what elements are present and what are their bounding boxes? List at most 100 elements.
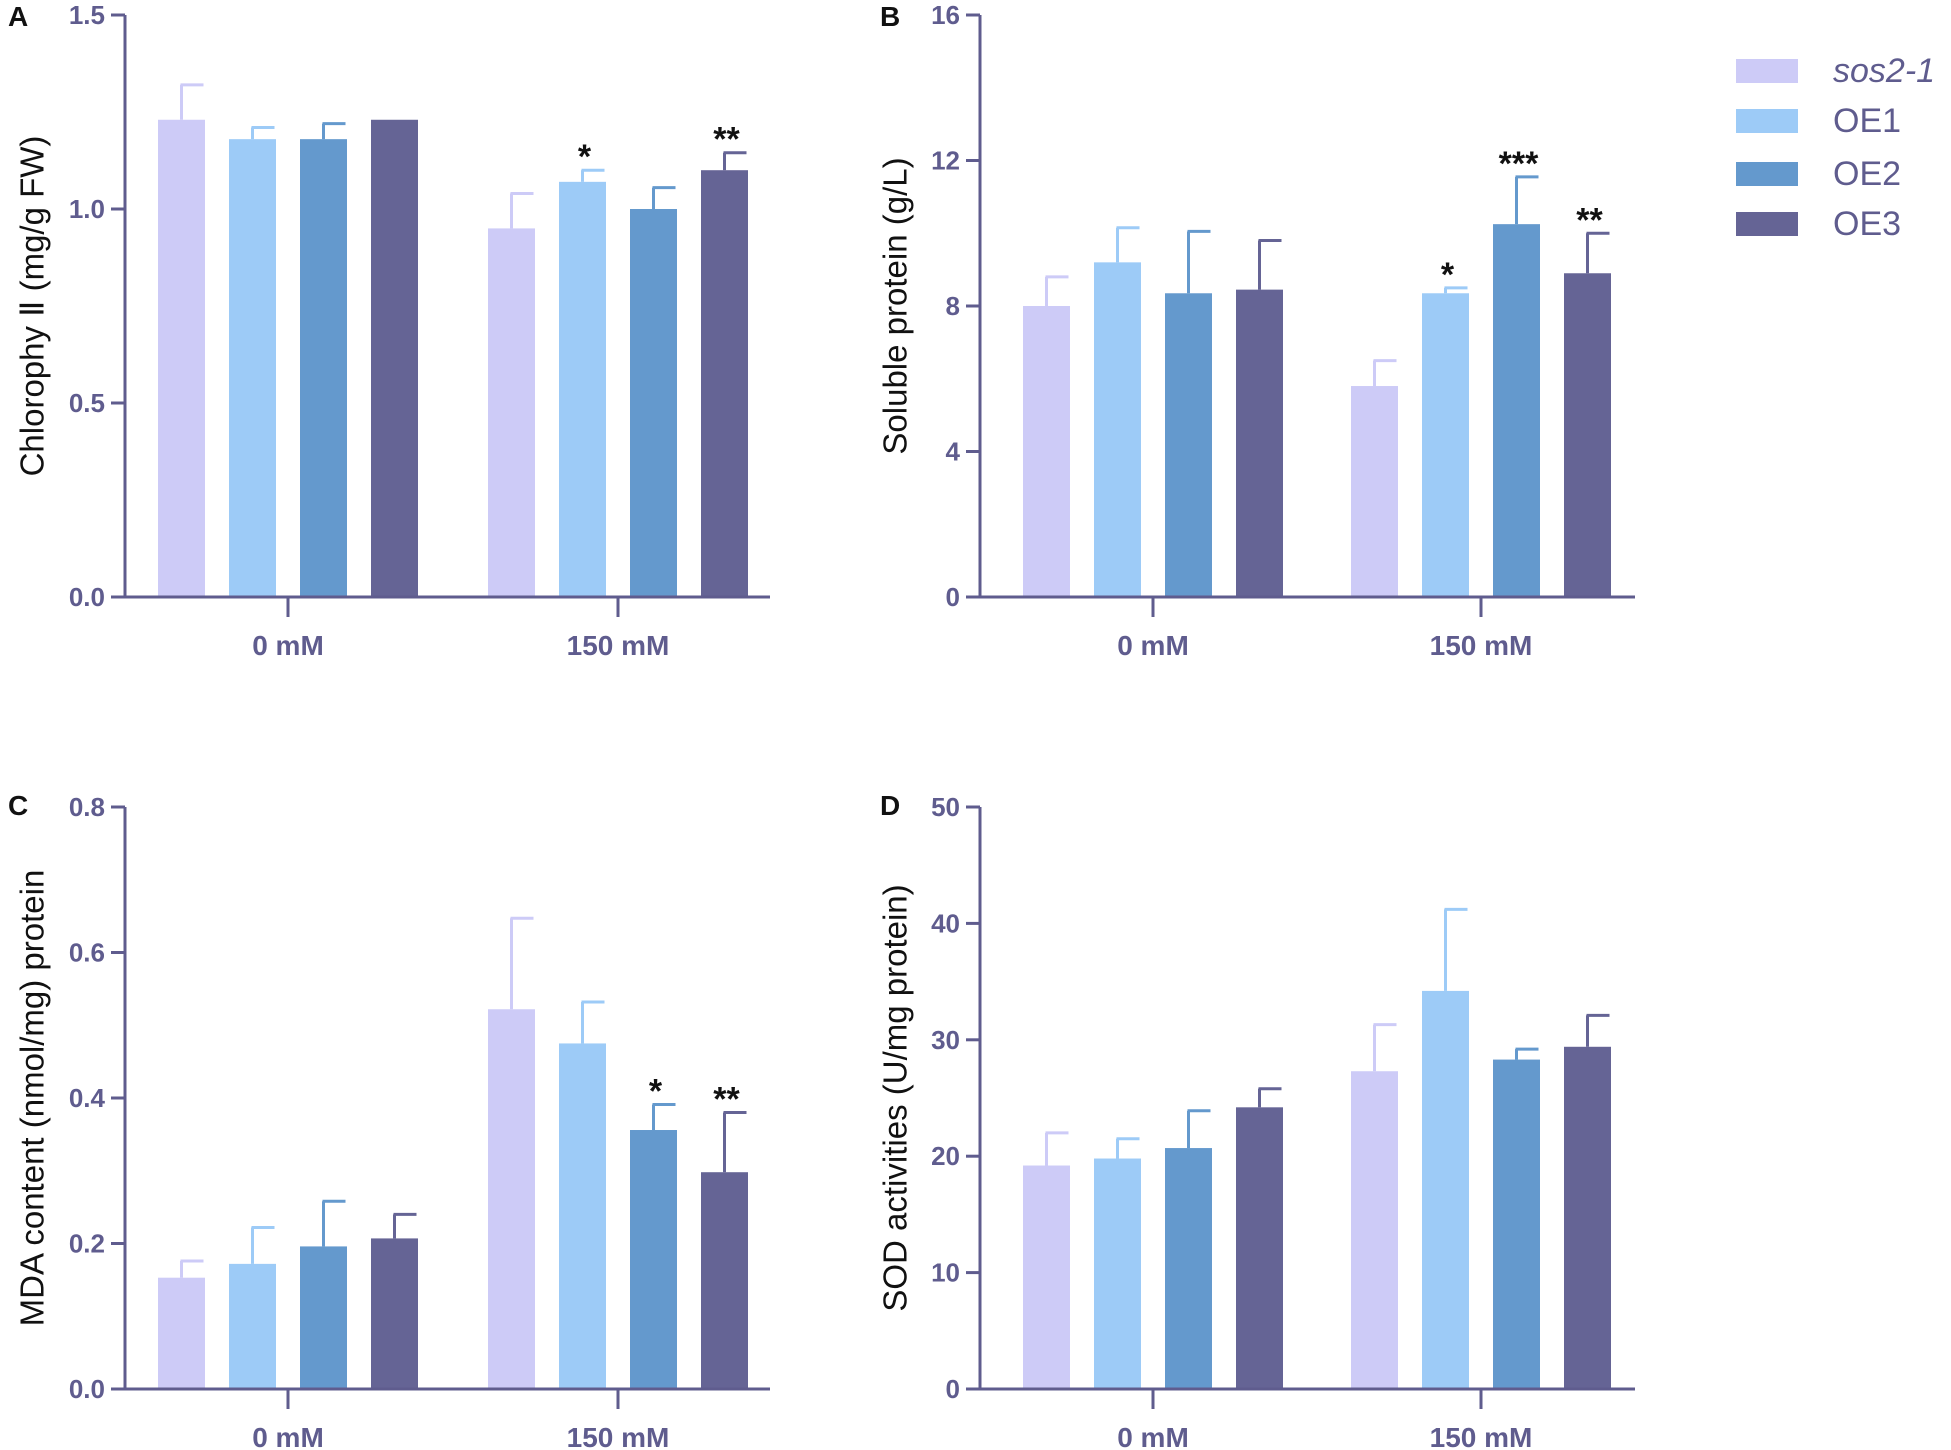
error-bar [1116, 1137, 1140, 1159]
x-category-label: 150 mM [567, 1422, 670, 1450]
panel-letter: D [880, 790, 900, 821]
bar-oe2-0mm [1165, 293, 1212, 597]
y-tick-label: 0.5 [69, 388, 105, 418]
panel-letter: B [880, 1, 900, 32]
error-bar [723, 1111, 747, 1173]
x-category-label: 0 mM [252, 630, 324, 661]
legend-label: OE2 [1833, 155, 1901, 193]
bar-oe3-150mm [701, 1172, 748, 1389]
error-bar [1187, 1109, 1211, 1149]
error-bar [180, 83, 204, 120]
legend-swatch [1736, 212, 1798, 236]
legend-label: OE1 [1833, 102, 1901, 140]
bar-oe3-150mm [1564, 273, 1611, 597]
bar-oe2-150mm [1493, 1059, 1540, 1389]
significance-marker: * [649, 1073, 663, 1111]
bar-oe2-150mm [1493, 224, 1540, 597]
error-bar [723, 151, 747, 171]
bar-oe3-0mm [371, 119, 418, 597]
y-axis-label: MDA content (nmol/mg) protein [14, 870, 51, 1327]
y-tick-label: 1.0 [69, 194, 105, 224]
y-tick-label: 0 [946, 1374, 960, 1404]
y-tick-label: 0.6 [69, 938, 105, 968]
x-category-label: 0 mM [1117, 1422, 1189, 1450]
panel-letter: A [8, 1, 28, 32]
significance-marker: * [578, 138, 592, 176]
error-bar [1045, 1131, 1069, 1166]
error-bar [322, 122, 346, 140]
y-tick-label: 0.4 [69, 1083, 106, 1113]
legend-item-sos2-1: sos2-1 [1736, 52, 1935, 90]
x-category-label: 150 mM [1430, 1422, 1533, 1450]
y-tick-label: 12 [931, 146, 960, 176]
bar-sos2-1-0mm [1023, 1165, 1070, 1389]
bar-sos2-1-150mm [1351, 386, 1398, 597]
y-axis-label: SOD activities (U/mg protein) [877, 884, 914, 1311]
error-bar [322, 1199, 346, 1247]
error-bar [581, 1000, 605, 1044]
bar-oe1-150mm [559, 1043, 606, 1389]
error-bar [1515, 175, 1539, 225]
panel-letter: C [8, 790, 28, 821]
error-bar [1586, 1013, 1610, 1047]
y-axis-label: Soluble protein (g/L) [877, 157, 914, 454]
significance-marker: ** [1576, 201, 1603, 239]
legend-item-oe1: OE1 [1736, 102, 1901, 140]
y-tick-label: 10 [931, 1258, 960, 1288]
y-tick-label: 0.0 [69, 582, 105, 612]
error-bar [1116, 226, 1140, 263]
y-tick-label: 16 [931, 0, 960, 30]
x-category-label: 150 mM [1430, 630, 1533, 661]
bar-oe1-0mm [1094, 1158, 1141, 1389]
bar-oe3-0mm [371, 1238, 418, 1389]
bar-oe2-0mm [300, 1246, 347, 1389]
bar-oe1-0mm [1094, 262, 1141, 597]
bar-oe2-150mm [630, 209, 677, 597]
y-axis-label: Chlorophy Ⅱ (mg/g FW) [14, 136, 51, 477]
error-bar [1373, 1023, 1397, 1072]
bar-oe3-0mm [1236, 289, 1283, 597]
y-tick-label: 0 [946, 582, 960, 612]
error-bar [652, 1103, 676, 1131]
y-tick-label: 50 [931, 792, 960, 822]
bar-oe2-150mm [630, 1130, 677, 1389]
bar-oe1-150mm [1422, 293, 1469, 597]
error-bar [510, 916, 534, 1010]
significance-marker: * [1441, 256, 1455, 294]
legend-swatch [1736, 162, 1798, 186]
y-tick-label: 8 [946, 291, 960, 321]
bar-oe1-0mm [229, 139, 276, 597]
error-bar [1444, 907, 1468, 991]
y-tick-label: 30 [931, 1025, 960, 1055]
error-bar [581, 168, 605, 182]
error-bar [1373, 359, 1397, 387]
error-bar [251, 1225, 275, 1264]
error-bar [1515, 1047, 1539, 1060]
bar-sos2-1-0mm [158, 1277, 205, 1389]
legend-swatch [1736, 109, 1798, 133]
y-tick-label: 0.8 [69, 792, 105, 822]
bar-oe3-150mm [701, 170, 748, 597]
legend: sos2-1 OE1 OE2 OE3 [1736, 52, 1935, 243]
significance-marker: ** [713, 121, 740, 159]
error-bar [251, 126, 275, 140]
error-bar [1444, 286, 1468, 294]
error-bar [393, 1212, 417, 1239]
legend-item-oe3: OE3 [1736, 205, 1901, 243]
y-tick-label: 0.2 [69, 1229, 105, 1259]
legend-item-oe2: OE2 [1736, 155, 1901, 193]
error-bar [510, 191, 534, 229]
error-bar [1187, 229, 1211, 294]
legend-label: sos2-1 [1833, 52, 1935, 90]
y-tick-label: 40 [931, 908, 960, 938]
bar-oe1-150mm [1422, 990, 1469, 1389]
legend-label: OE3 [1833, 205, 1901, 243]
bar-oe2-0mm [300, 139, 347, 597]
bar-oe1-150mm [559, 181, 606, 597]
significance-marker: *** [1499, 145, 1539, 183]
error-bar [180, 1259, 204, 1278]
